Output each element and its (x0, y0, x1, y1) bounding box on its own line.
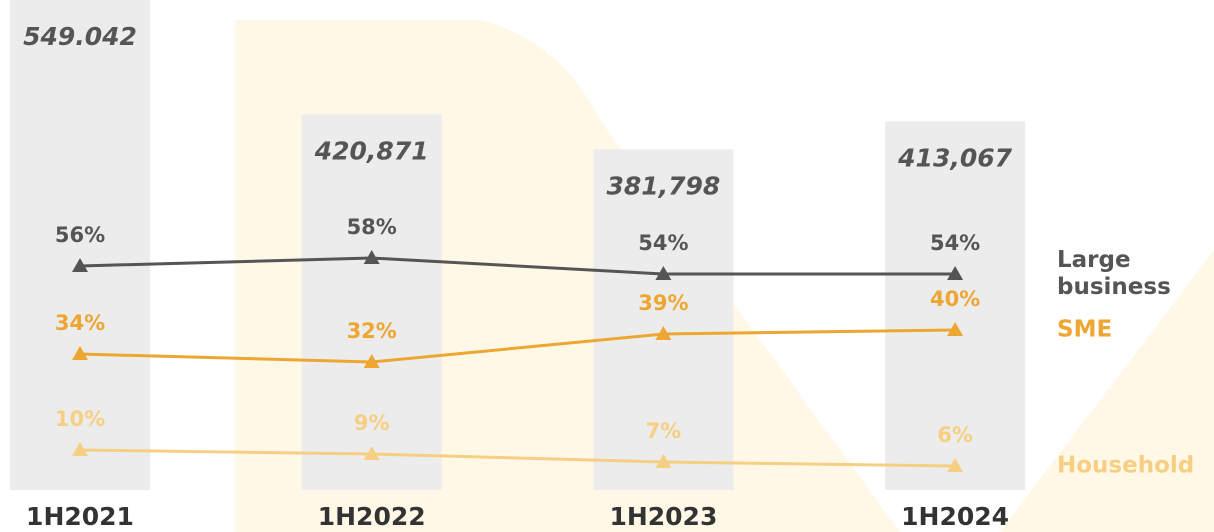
bar (593, 149, 734, 490)
legend-entry: SME (1057, 316, 1113, 343)
marker (947, 322, 964, 336)
marker (363, 250, 380, 264)
data-label: 9% (354, 411, 390, 435)
bar-value-label: 381,798 (606, 171, 720, 200)
data-label: 39% (638, 291, 688, 315)
data-label: 7% (646, 419, 682, 443)
bar (301, 114, 442, 491)
background-shape (1000, 250, 1214, 532)
marker (72, 442, 88, 456)
marker (363, 354, 380, 368)
bar-value-label: 420,871 (314, 136, 429, 165)
data-label: 54% (930, 231, 980, 255)
x-tick-label: 1H2022 (318, 502, 426, 531)
marker (655, 454, 672, 468)
data-label: 58% (347, 215, 397, 239)
data-label: 10% (55, 407, 105, 431)
line (79, 256, 956, 276)
line (79, 448, 956, 468)
data-label: 6% (937, 423, 973, 447)
marker (947, 266, 964, 280)
marker (655, 326, 672, 340)
bar (885, 121, 1026, 491)
line (79, 328, 956, 364)
marker (72, 258, 88, 272)
data-label: 34% (55, 311, 105, 335)
legend-entry: Household (1057, 452, 1195, 479)
marker (947, 458, 964, 472)
bar (10, 0, 150, 490)
legend-entry: Large business (1057, 247, 1171, 300)
marker (72, 346, 88, 360)
x-tick-label: 1H2021 (26, 502, 134, 531)
x-tick-label: 1H2023 (609, 502, 717, 531)
marker (655, 266, 672, 280)
marker (363, 446, 380, 460)
bar-value-label: 549.042 (23, 22, 137, 51)
data-label: 40% (930, 287, 980, 311)
x-tick-label: 1H2024 (901, 502, 1009, 531)
data-label: 54% (638, 231, 688, 255)
data-label: 56% (55, 223, 105, 247)
bar-value-label: 413,067 (897, 143, 1012, 172)
data-label: 32% (347, 319, 397, 343)
